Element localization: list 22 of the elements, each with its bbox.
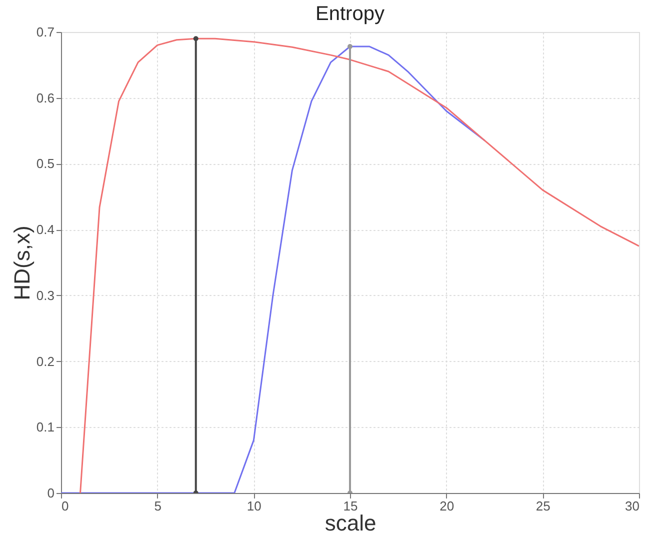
x-axis-title: scale (324, 510, 376, 536)
y-tick-label: 0.7 (36, 24, 54, 40)
x-tick-label: 0 (62, 498, 69, 514)
y-tick-label: 0.2 (36, 354, 54, 369)
x-tick-label: 15 (343, 498, 358, 514)
y-tick-label: 0.1 (36, 420, 54, 435)
line-series (80, 38, 639, 493)
point (348, 44, 352, 49)
y-tick-label: 0.5 (36, 156, 54, 172)
point (193, 36, 198, 42)
line-series (61, 46, 486, 493)
chart-title: Entropy (316, 3, 384, 25)
x-tick-label: 30 (625, 498, 640, 514)
y-tick-label: 0.6 (36, 90, 54, 106)
y-tick-label: 0 (47, 486, 54, 500)
x-tick-label: 25 (536, 498, 550, 514)
y-axis-title: HD(s,x) (9, 226, 34, 300)
y-tick-label: 0.4 (36, 222, 54, 238)
x-tick-label: 5 (154, 498, 162, 514)
x-tick-label: 20 (440, 498, 454, 514)
y-tick-label: 0.3 (36, 288, 54, 303)
x-tick-label: 10 (246, 498, 262, 514)
